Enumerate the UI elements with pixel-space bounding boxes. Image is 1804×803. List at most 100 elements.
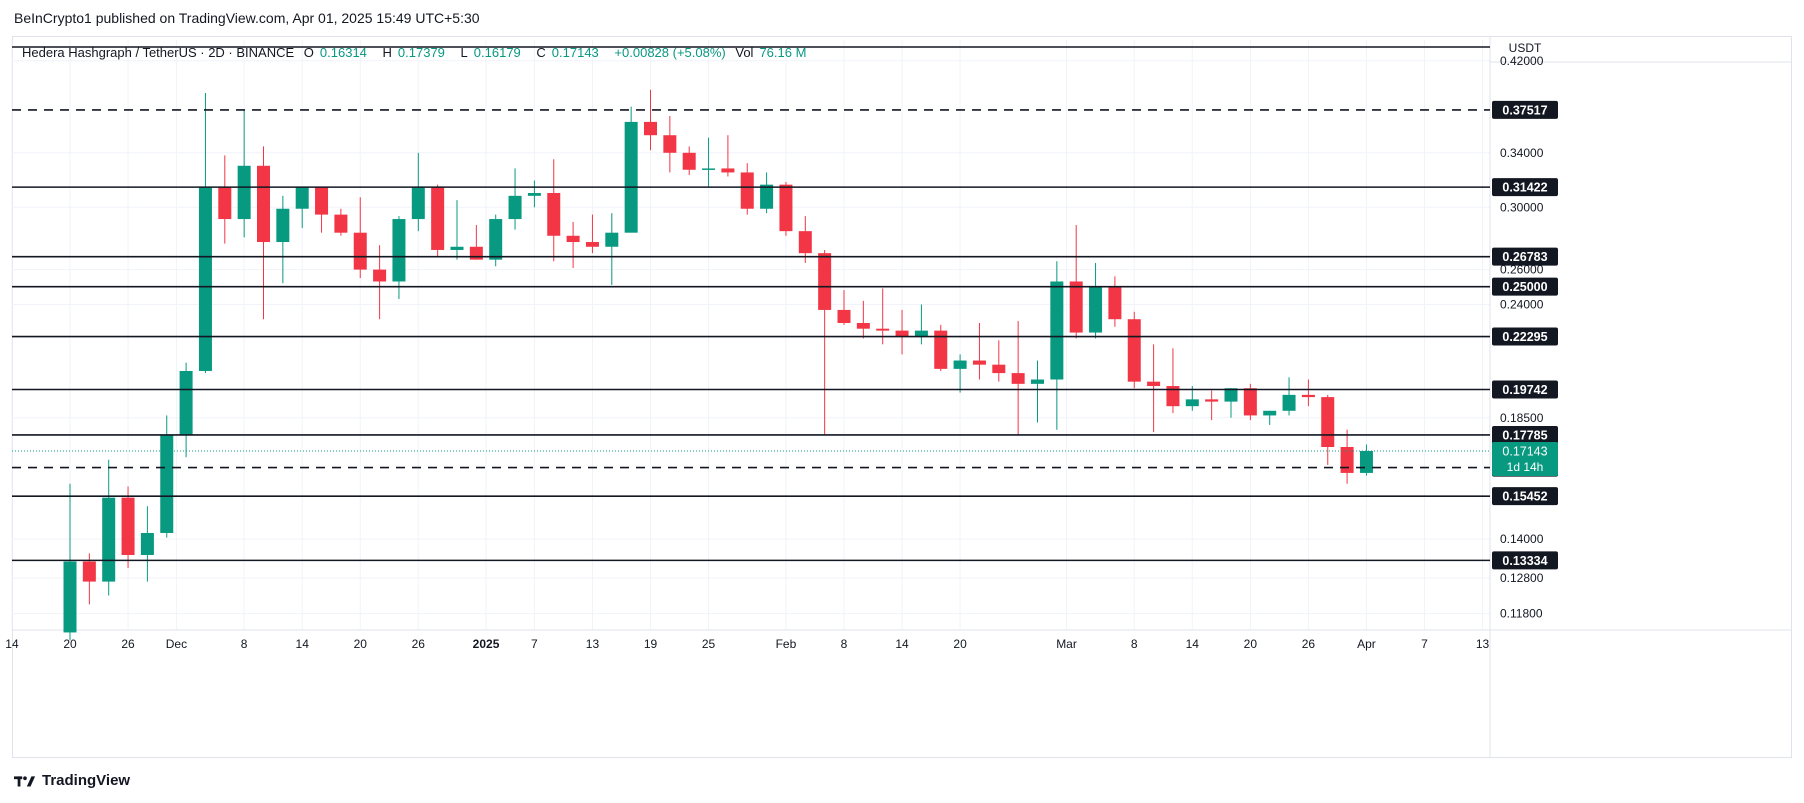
candle-down (334, 214, 348, 233)
candle-up (624, 121, 638, 233)
x-tick-label: 14 (296, 637, 310, 651)
candle-up (1185, 399, 1199, 407)
candle-down (1127, 319, 1141, 382)
legend-close-value: 0.17143 (551, 45, 599, 60)
x-tick-label: 20 (354, 637, 368, 651)
x-tick-label: 20 (953, 637, 967, 651)
candle-down (663, 135, 677, 153)
candle-up (760, 184, 774, 209)
candle-down (992, 364, 1006, 374)
candle-countdown-label: 1d 14h (1507, 460, 1544, 474)
x-tick-label: 7 (531, 637, 538, 651)
candle-up (276, 208, 290, 243)
candle-down (798, 231, 812, 254)
level-price-badge (1492, 277, 1558, 296)
legend-high-label: H (382, 45, 392, 60)
y-tick-label: 0.11800 (1500, 607, 1543, 621)
y-tick-label: 0.34000 (1500, 146, 1544, 160)
candle-down (353, 232, 367, 270)
legend-high: H 0.17379 (383, 45, 451, 60)
x-tick-label: 26 (1302, 637, 1316, 651)
legend-low: L 0.16179 (461, 45, 527, 60)
legend-volume-value: 76.16 M (759, 45, 807, 60)
y-tick-label: 0.18500 (1500, 411, 1544, 425)
candle-up (295, 187, 309, 209)
legend-open-label: O (303, 45, 314, 60)
x-tick-label: 26 (412, 637, 426, 651)
candle-down (82, 561, 96, 582)
candle-down (721, 168, 735, 173)
candle-down (837, 309, 851, 323)
currency-label: USDT (1509, 41, 1542, 55)
level-price-label: 0.37517 (1502, 103, 1547, 117)
candle-down (895, 330, 909, 337)
candle-up (63, 561, 77, 633)
x-tick-label: 14 (5, 637, 19, 651)
y-tick-label: 0.30000 (1500, 200, 1544, 214)
candle-down (1340, 446, 1354, 473)
legend-open-value: 0.16314 (319, 45, 367, 60)
ohlc-legend: Hedera Hashgraph / TetherUS · 2D · BINAN… (22, 45, 818, 60)
candle-down (856, 322, 870, 329)
candle-down (1321, 397, 1335, 447)
legend-volume: Vol 76.16 M (735, 45, 812, 60)
level-price-label: 0.17785 (1502, 428, 1547, 442)
candle-up (1359, 451, 1373, 473)
candle-down (644, 121, 657, 136)
y-tick-label: 0.12800 (1500, 571, 1544, 585)
y-tick-label: 0.42000 (1500, 54, 1544, 68)
candle-up (1224, 388, 1238, 402)
level-price-badge (1492, 178, 1558, 197)
candle-down (1243, 388, 1257, 416)
legend-change: +0.00828 (+5.08%) (614, 45, 726, 60)
tradingview-logo-icon (14, 775, 36, 786)
level-price-badge (1492, 487, 1558, 506)
legend-high-value: 0.17379 (397, 45, 445, 60)
candle-down (373, 269, 387, 282)
candle-up (102, 497, 116, 582)
candle-up (1282, 394, 1296, 411)
x-tick-label: 13 (1476, 637, 1490, 651)
candle-down (876, 328, 890, 331)
candle-up (160, 434, 174, 533)
candle-down (1205, 399, 1219, 402)
candle-down (547, 193, 561, 236)
candle-down (218, 187, 232, 220)
x-tick-label: 26 (121, 637, 135, 651)
candle-down (469, 246, 483, 260)
candle-down (1166, 386, 1180, 407)
candle-up (237, 165, 251, 220)
candle-up (411, 187, 425, 220)
candle-down (740, 172, 754, 209)
candle-up (1031, 379, 1044, 384)
legend-low-value: 0.16179 (473, 45, 521, 60)
candle-down (566, 235, 580, 243)
tradingview-brand: TradingView (42, 772, 131, 789)
candle-down (431, 187, 445, 250)
y-tick-label: 0.24000 (1500, 297, 1544, 311)
level-price-badge (1492, 100, 1558, 119)
level-price-badge (1492, 551, 1558, 570)
y-tick-label: 0.14000 (1500, 532, 1544, 546)
legend-volume-label: Vol (735, 45, 754, 60)
candle-up (508, 195, 522, 220)
candle-up (450, 246, 464, 250)
chart-frame (12, 36, 1792, 758)
candle-up (605, 232, 619, 247)
legend-symbol: Hedera Hashgraph / TetherUS · 2D · BINAN… (22, 45, 295, 60)
level-price-label: 0.25000 (1502, 280, 1547, 294)
x-tick-label: 20 (63, 637, 77, 651)
x-tick-label: 8 (841, 637, 848, 651)
tradingview-logo[interactable]: TradingView (14, 772, 130, 789)
candle-down (1011, 373, 1025, 384)
x-tick-label: 2025 (473, 637, 500, 651)
level-price-badge (1492, 380, 1558, 399)
candle-up (1050, 281, 1064, 380)
x-tick-label: 8 (241, 637, 248, 651)
candle-up (392, 219, 406, 282)
level-price-label: 0.22295 (1502, 330, 1547, 344)
candle-up (1263, 410, 1277, 416)
candle-down (121, 497, 135, 555)
x-tick-label: 20 (1244, 637, 1258, 651)
